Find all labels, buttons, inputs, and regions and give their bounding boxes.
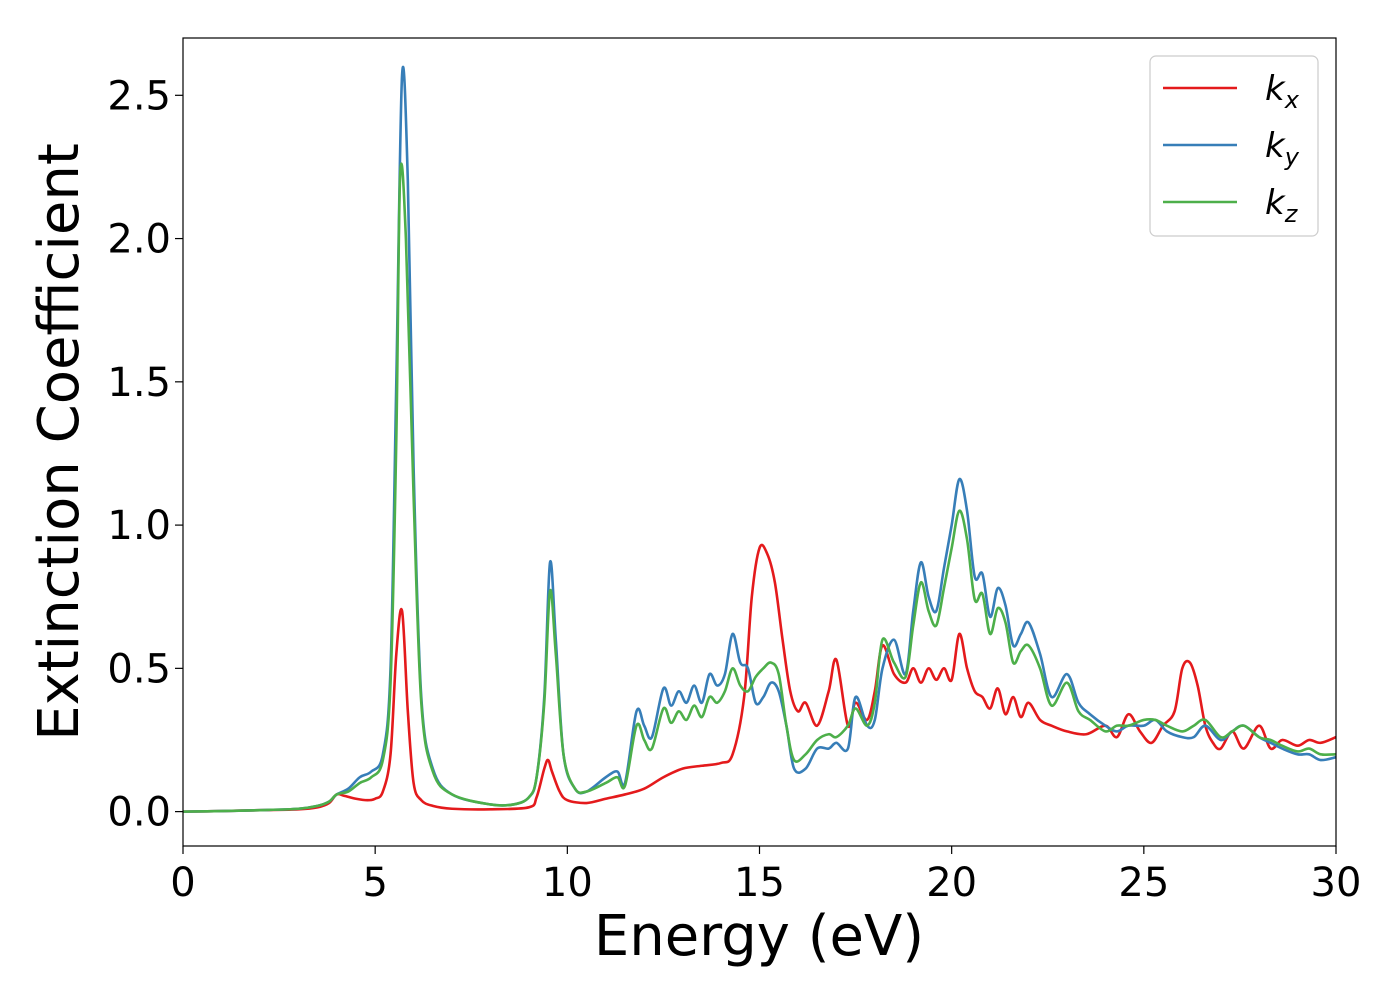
- y-tick-label: 1.5: [107, 360, 171, 406]
- y-axis-title: Extinction Coefficient: [27, 143, 92, 741]
- x-tick-label: 15: [734, 860, 785, 906]
- series-line-z: [182, 162, 1337, 813]
- y-axis: 0.0 0.5 1.0 1.5 2.0 2.5: [107, 73, 183, 836]
- plot-background: [183, 38, 1336, 846]
- y-tick-label: 1.0: [107, 503, 171, 549]
- x-axis: 0 5 10 15 20 25 30: [170, 846, 1361, 906]
- x-tick-label: 25: [1118, 860, 1169, 906]
- y-tick-label: 0.5: [107, 646, 171, 692]
- x-tick-label: 0: [170, 860, 195, 906]
- x-tick-label: 30: [1311, 860, 1362, 906]
- y-tick-label: 2.5: [107, 73, 171, 119]
- y-tick-label: 0.0: [107, 790, 171, 836]
- y-tick-label: 2.0: [107, 217, 171, 263]
- x-tick-label: 10: [542, 860, 593, 906]
- series-line-x: [182, 543, 1337, 813]
- series-layer: [182, 65, 1337, 813]
- x-axis-title: Energy (eV): [594, 904, 924, 969]
- x-tick-label: 5: [362, 860, 387, 906]
- x-tick-label: 20: [926, 860, 977, 906]
